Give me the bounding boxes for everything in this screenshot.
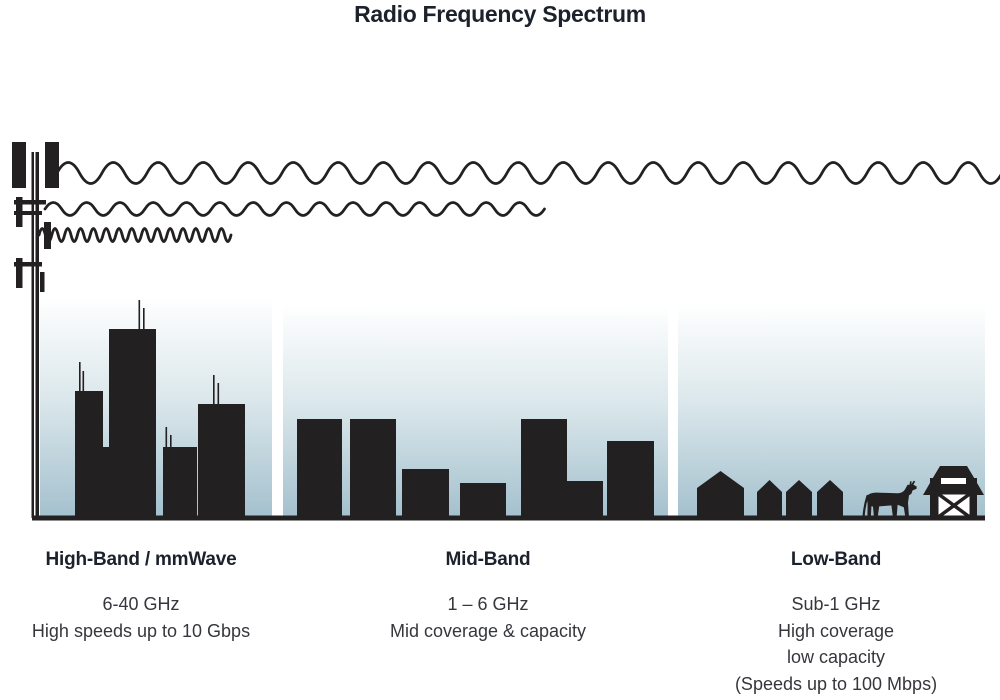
- city-building: [109, 329, 156, 520]
- city-building: [75, 391, 103, 520]
- high-band-description: High speeds up to 10 Gbps: [31, 620, 251, 641]
- high-band-wave: [37, 227, 233, 243]
- rooftop-antenna: [170, 435, 172, 447]
- mid-band-heading: Mid-Band: [445, 549, 531, 570]
- mid-band-label-group: Mid-Band 1 – 6 GHz Mid coverage & capaci…: [363, 548, 613, 644]
- rooftop-antenna: [213, 375, 215, 404]
- house: [757, 480, 782, 520]
- high-band-frequency: 6-40 GHz: [102, 594, 180, 614]
- rooftop-antenna: [82, 371, 85, 391]
- tower-pole-left: [31, 152, 34, 518]
- mid-band-wave: [43, 201, 546, 217]
- house: [697, 471, 744, 520]
- cow-icon: [867, 480, 917, 518]
- tower-stub-low: [40, 272, 45, 292]
- low-band-frequency: Sub-1 GHz: [791, 594, 881, 614]
- mid-band-frequency: 1 – 6 GHz: [447, 594, 529, 614]
- city-building: [163, 447, 197, 520]
- tower-panel-top-left: [12, 142, 26, 188]
- low-band-capacity: low capacity: [786, 647, 886, 667]
- town-building: [567, 481, 603, 520]
- low-band-wave: [55, 161, 1000, 185]
- town-building: [297, 419, 342, 520]
- barn-door-cross: [935, 491, 973, 520]
- town-building: [607, 441, 654, 520]
- town-building: [350, 419, 396, 520]
- high-band-heading: High-Band / mmWave: [45, 549, 237, 570]
- house: [786, 480, 812, 520]
- city-building: [198, 404, 245, 520]
- low-band-heading: Low-Band: [790, 549, 882, 570]
- town-building: [460, 483, 506, 520]
- rooftop-antenna: [79, 362, 81, 391]
- page-title: Radio Frequency Spectrum: [354, 1, 646, 27]
- tower-crossbar-2: [14, 211, 42, 215]
- tower-panel-mid-right: [44, 222, 51, 249]
- house: [817, 480, 843, 520]
- city-building: [103, 447, 109, 520]
- mid-band-description: Mid coverage & capacity: [389, 620, 587, 641]
- tower-panel-low-left: [16, 258, 23, 288]
- tower-crossbar-3: [14, 262, 42, 267]
- rooftop-antenna: [138, 300, 141, 329]
- high-band-label-group: High-Band / mmWave 6-40 GHz High speeds …: [16, 548, 266, 644]
- tower-pole-right: [35, 152, 39, 518]
- tower-panel-mid-left: [16, 197, 23, 227]
- town-building: [402, 469, 449, 520]
- low-band-label-group: Low-Band Sub-1 GHz High coverage low cap…: [711, 548, 961, 697]
- rooftop-antenna: [143, 308, 145, 329]
- low-band-coverage: High coverage: [777, 620, 895, 641]
- ground-line: [32, 515, 985, 521]
- rooftop-antenna: [217, 383, 220, 404]
- tower-crossbar-1: [14, 200, 46, 205]
- low-band-speed: (Speeds up to 100 Mbps): [734, 673, 938, 694]
- rooftop-antenna: [165, 427, 168, 447]
- town-building: [521, 419, 567, 520]
- tower-panel-top-right: [45, 142, 59, 188]
- barn-loft-window: [941, 478, 966, 484]
